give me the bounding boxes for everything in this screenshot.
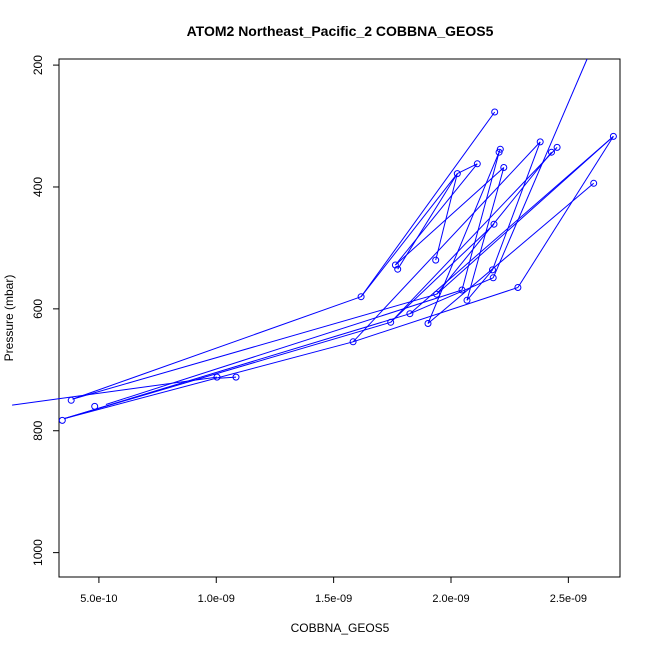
series-line-segment — [64, 313, 411, 420]
data-point — [473, 160, 481, 168]
series-line-segment — [395, 163, 478, 266]
series-line-segment — [436, 136, 614, 295]
data-point — [489, 274, 497, 282]
series-line-segment — [427, 182, 595, 324]
series-line-segment — [492, 141, 541, 271]
series-line-segment — [64, 341, 354, 420]
series-line-segment — [466, 269, 493, 301]
chart-title: ATOM2 Northeast_Pacific_2 COBBNA_GEOS5 — [187, 23, 494, 39]
x-tick-label: 1.0e-09 — [198, 593, 235, 605]
data-point — [432, 256, 440, 264]
y-tick-label: 600 — [31, 299, 45, 319]
y-axis-label: Pressure (mbar) — [2, 275, 16, 362]
plot-frame — [58, 58, 621, 578]
data-point — [548, 148, 555, 156]
data-point — [394, 265, 402, 273]
series-line-segment — [360, 173, 458, 298]
data-point — [500, 164, 508, 171]
y-tick-label: 200 — [31, 55, 45, 75]
y-tick-label: 1000 — [31, 539, 45, 566]
data-point — [489, 266, 496, 274]
data-point — [424, 320, 432, 327]
series-line-segment — [72, 296, 362, 400]
data-point — [490, 220, 498, 228]
series-line-segment — [435, 173, 458, 261]
x-axis-label: COBBNA_GEOS5 — [291, 621, 390, 635]
data-point — [357, 293, 365, 301]
series-line-segment — [395, 167, 505, 266]
y-tick-label: 800 — [31, 420, 45, 440]
series-line-segment — [397, 173, 458, 270]
series-points — [58, 108, 617, 424]
data-point — [536, 138, 544, 146]
x-tick-label: 2.0e-09 — [432, 593, 469, 605]
x-axis: 5.0e-10 1.0e-09 1.5e-09 2.0e-09 2.5e-09 — [80, 577, 587, 605]
series-line-segment — [352, 287, 519, 343]
series-line-segment — [360, 111, 496, 297]
series-line-segment — [461, 152, 500, 291]
data-point — [387, 318, 395, 326]
x-tick-label: 5.0e-10 — [80, 593, 117, 605]
y-axis: 200 400 600 800 1000 — [31, 55, 59, 566]
data-point — [491, 108, 499, 116]
y-tick-label: 400 — [31, 177, 45, 197]
data-point — [232, 373, 240, 381]
series-line-segment — [12, 376, 218, 406]
data-point — [349, 338, 357, 346]
data-point — [58, 416, 66, 424]
series-line-segment — [352, 141, 541, 343]
data-point — [463, 296, 471, 304]
data-point — [391, 261, 399, 269]
data-point — [458, 286, 466, 294]
series-line-segment — [390, 147, 558, 323]
data-point — [433, 290, 441, 298]
series-line-segment — [492, 58, 588, 278]
series-line-segment — [72, 293, 437, 400]
data-point — [590, 179, 598, 187]
data-point — [213, 373, 221, 381]
data-point — [495, 148, 503, 156]
x-tick-label: 1.5e-09 — [315, 593, 352, 605]
data-point — [67, 396, 75, 404]
series-line-segment — [457, 163, 478, 175]
series-line-segment — [517, 136, 614, 288]
series-line-segment — [466, 167, 505, 301]
data-point — [406, 310, 414, 318]
x-tick-label: 2.5e-09 — [550, 593, 587, 605]
data-point — [553, 143, 561, 151]
data-point — [453, 170, 461, 178]
series-line-segment — [409, 277, 494, 315]
series-line-segment — [436, 151, 552, 295]
series-line-segment — [390, 223, 495, 323]
data-point — [91, 402, 99, 410]
data-point — [609, 132, 617, 140]
data-point — [514, 284, 522, 291]
